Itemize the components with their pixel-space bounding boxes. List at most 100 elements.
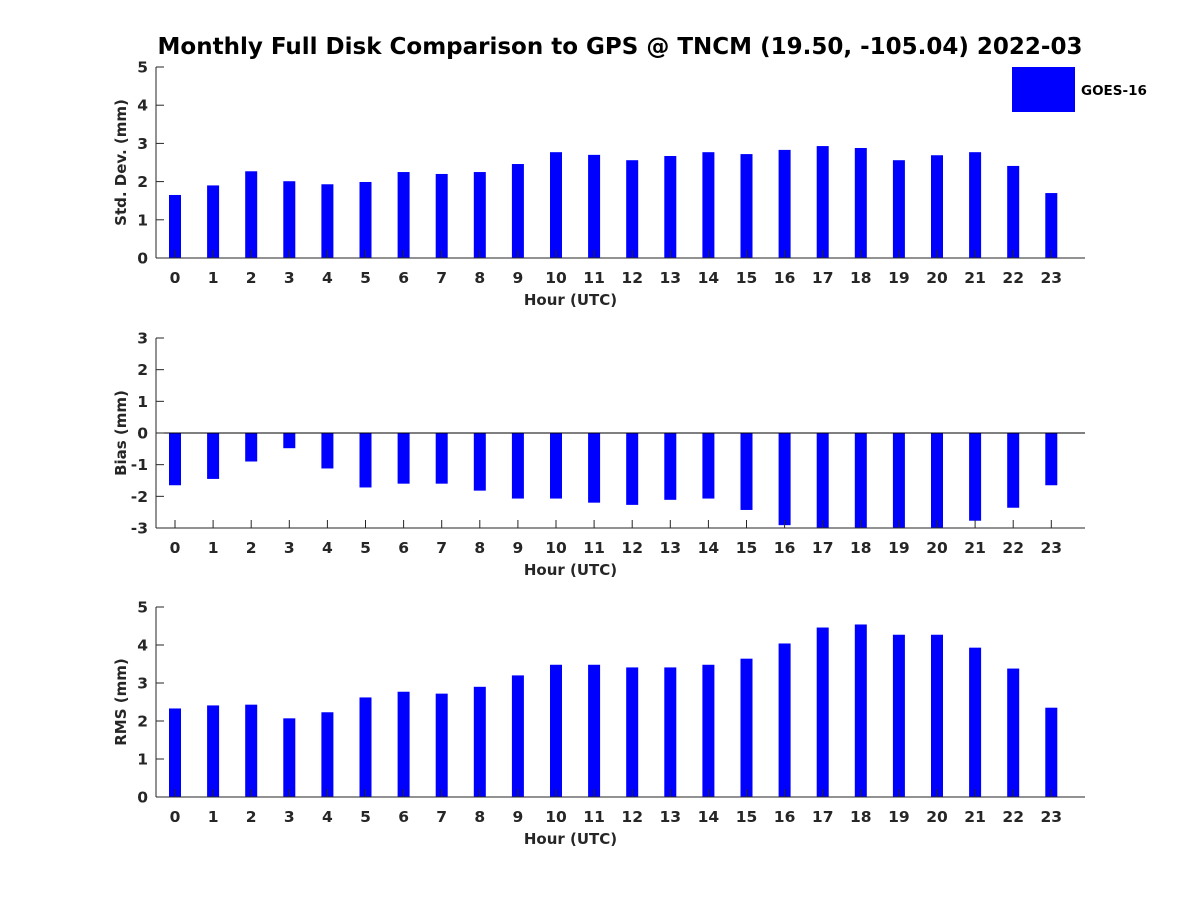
x-tick-label: 0 <box>170 539 181 557</box>
bar <box>664 667 677 797</box>
x-tick-label: 22 <box>1002 539 1024 557</box>
bar <box>511 164 524 258</box>
bar <box>283 718 296 797</box>
x-tick-label: 11 <box>583 539 605 557</box>
y-tick-label: 1 <box>137 393 148 411</box>
bar <box>207 433 220 479</box>
y-tick-label: -3 <box>131 520 148 538</box>
x-tick-label: 11 <box>583 269 605 287</box>
x-tick-label: 5 <box>360 808 371 826</box>
bar <box>245 704 258 797</box>
x-tick-label: 15 <box>736 808 758 826</box>
x-tick-label: 5 <box>360 539 371 557</box>
x-tick-label: 18 <box>850 539 872 557</box>
bar <box>892 160 905 258</box>
bar <box>816 433 829 528</box>
bar <box>931 634 943 797</box>
x-tick-label: 4 <box>322 539 333 557</box>
x-tick-label: 9 <box>513 808 524 826</box>
x-tick-label: 19 <box>888 269 910 287</box>
bar <box>397 172 410 258</box>
bar <box>702 664 715 797</box>
x-tick-label: 6 <box>398 808 409 826</box>
x-tick-label: 23 <box>1041 269 1063 287</box>
x-tick-label: 13 <box>660 539 682 557</box>
bar <box>1045 433 1058 486</box>
x-tick-label: 20 <box>926 269 948 287</box>
bar <box>1007 165 1020 258</box>
x-tick-label: 21 <box>964 808 986 826</box>
bar <box>435 173 448 258</box>
x-tick-label: 0 <box>170 808 181 826</box>
bar <box>969 647 982 797</box>
x-tick-label: 14 <box>698 539 720 557</box>
x-tick-label: 1 <box>208 808 219 826</box>
x-tick-label: 4 <box>322 269 333 287</box>
bar <box>321 184 334 258</box>
x-axis-label: Hour (UTC) <box>524 561 617 579</box>
x-tick-label: 12 <box>621 269 643 287</box>
bar <box>550 433 562 499</box>
x-tick-label: 1 <box>208 539 219 557</box>
x-tick-label: 3 <box>284 269 295 287</box>
x-tick-label: 7 <box>436 269 447 287</box>
y-tick-label: 5 <box>137 599 148 617</box>
bar <box>626 433 639 505</box>
bar <box>778 433 791 526</box>
bar <box>588 664 601 797</box>
bar <box>511 675 524 797</box>
bar <box>1045 193 1058 258</box>
x-tick-label: 15 <box>736 539 758 557</box>
bar <box>511 433 524 499</box>
y-tick-label: 3 <box>137 675 148 693</box>
bar <box>588 154 601 258</box>
legend: GOES-16 <box>1012 67 1147 112</box>
bar <box>702 152 715 258</box>
bar <box>473 433 486 491</box>
x-tick-label: 17 <box>812 269 834 287</box>
bar <box>1007 433 1020 508</box>
y-tick-label: 0 <box>137 789 148 807</box>
x-tick-label: 22 <box>1002 808 1024 826</box>
y-axis-label: RMS (mm) <box>112 658 130 745</box>
x-tick-label: 13 <box>660 808 682 826</box>
x-tick-label: 21 <box>964 539 986 557</box>
bar <box>854 624 867 797</box>
y-tick-label: 0 <box>137 250 148 268</box>
chart-title: Monthly Full Disk Comparison to GPS @ TN… <box>158 34 1083 60</box>
y-tick-label: 4 <box>137 97 148 115</box>
bar <box>359 433 372 488</box>
y-tick-label: -1 <box>131 456 148 474</box>
x-tick-label: 2 <box>246 269 257 287</box>
bar <box>969 152 982 258</box>
bar <box>473 686 486 797</box>
x-tick-label: 16 <box>774 269 796 287</box>
bar <box>207 705 220 797</box>
bar <box>359 181 372 258</box>
y-tick-label: 2 <box>137 713 148 731</box>
y-tick-label: 0 <box>137 425 148 443</box>
x-tick-label: 10 <box>545 269 567 287</box>
bar <box>626 667 639 797</box>
bar <box>626 160 639 258</box>
x-tick-label: 14 <box>698 269 720 287</box>
bar <box>664 433 677 500</box>
x-tick-label: 21 <box>964 269 986 287</box>
bar <box>473 172 486 258</box>
y-tick-label: 2 <box>137 173 148 191</box>
y-tick-label: 4 <box>137 637 148 655</box>
x-tick-label: 22 <box>1002 269 1024 287</box>
x-tick-label: 2 <box>246 808 257 826</box>
x-tick-label: 4 <box>322 808 333 826</box>
x-tick-label: 8 <box>474 539 485 557</box>
bar <box>321 712 334 797</box>
x-tick-label: 10 <box>545 808 567 826</box>
bar <box>169 708 181 797</box>
bar <box>892 634 905 797</box>
x-tick-label: 11 <box>583 808 605 826</box>
x-tick-label: 15 <box>736 269 758 287</box>
bar <box>931 155 943 258</box>
